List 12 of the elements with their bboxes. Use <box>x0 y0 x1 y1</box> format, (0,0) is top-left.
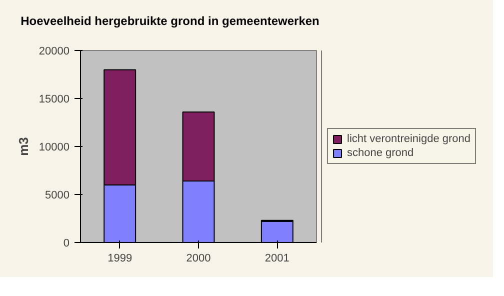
chart-title: Hoeveelheid hergebruikte grond in gemeentewerken <box>20 13 320 30</box>
y-tick-label: 5000 <box>45 190 70 202</box>
y-tick-label: 0 <box>63 238 70 250</box>
x-tick-label: 2000 <box>186 252 211 264</box>
y-axis-title: m3 <box>16 137 31 156</box>
x-tick-label: 1999 <box>108 252 132 264</box>
x-tick-label: 2001 <box>264 252 290 264</box>
y-tick-label: 10000 <box>38 142 70 154</box>
y-tick-label: 20000 <box>38 46 70 58</box>
legend-label: licht verontreinigde grond <box>347 133 471 145</box>
legend-label: schone grond <box>347 147 414 159</box>
y-tick-label: 15000 <box>38 94 70 106</box>
